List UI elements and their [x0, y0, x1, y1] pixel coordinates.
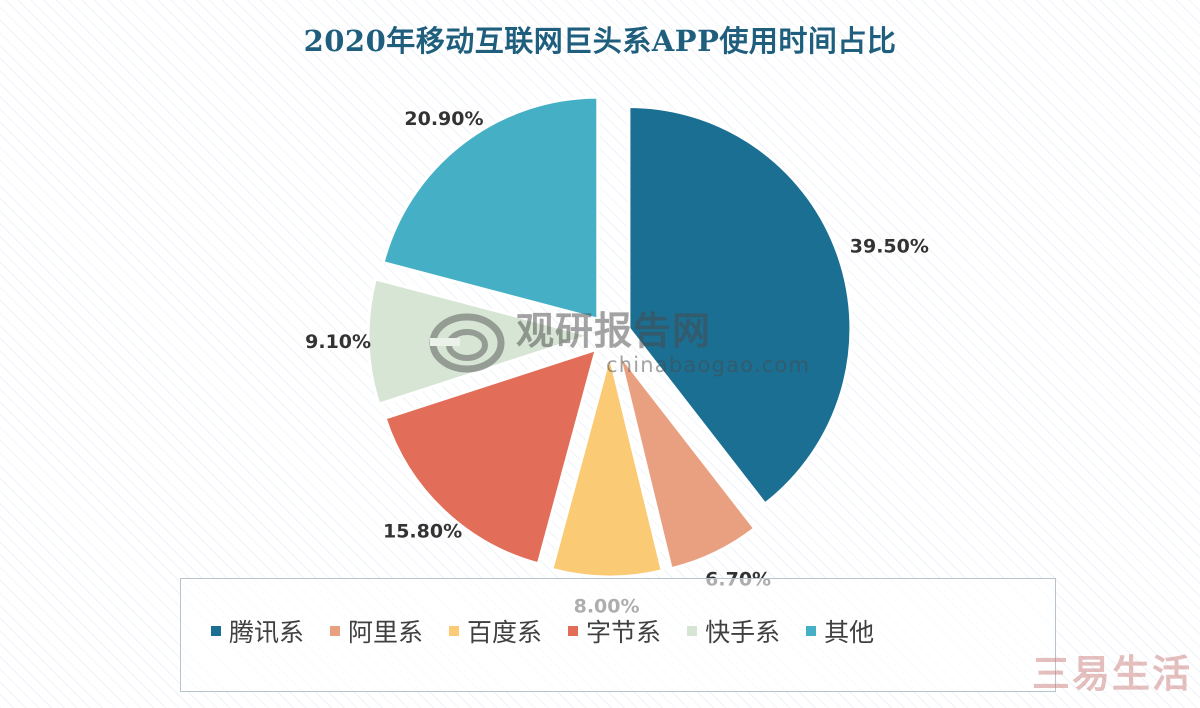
watermark: 观研报告网 chinabaogao.com [428, 308, 810, 378]
legend-label: 百度系 [467, 618, 543, 647]
watermark-en-text: chinabaogao.com [606, 353, 811, 377]
legend-label: 快手系 [705, 618, 781, 647]
legend-label: 字节系 [586, 618, 662, 647]
legend-item-4: 字节系 [568, 613, 661, 649]
legend-item-1: 腾讯系 [211, 613, 304, 649]
pie-slice-1 [627, 105, 853, 507]
legend-item-3: 百度系 [449, 613, 542, 649]
pie-slice-2 [617, 352, 757, 571]
pie-slice-5 [366, 277, 596, 407]
legend-label: 阿里系 [348, 618, 424, 647]
legend-item-2: 阿里系 [330, 613, 423, 649]
watermark-cn-text: 观研报告网 [516, 309, 712, 353]
pie-slice-3 [550, 354, 665, 579]
slice-data-label-4: 15.80% [383, 521, 462, 543]
watermark-logo-icon [429, 313, 505, 373]
pie-slice-6 [381, 95, 600, 322]
legend-label: 腾讯系 [229, 618, 305, 647]
legend-swatch [211, 626, 221, 636]
legend-swatch [568, 626, 579, 636]
legend: 腾讯系 阿里系 百度系 字节系 快手系 其他 [180, 578, 1056, 692]
corner-watermark: 三易生活 [1031, 652, 1192, 696]
legend-swatch [806, 626, 817, 636]
pie-slice-4 [383, 347, 599, 566]
legend-item-5: 快手系 [687, 613, 780, 649]
chart-title: 2020年移动互联网巨头系APP使用时间占比 [303, 24, 897, 58]
slice-data-label-5: 9.10% [305, 331, 371, 353]
legend-swatch [687, 626, 698, 636]
legend-swatch [330, 626, 341, 636]
legend-swatch [449, 626, 460, 636]
slice-data-label-1: 39.50% [850, 235, 929, 257]
slice-data-label-6: 20.90% [404, 108, 483, 130]
legend-label: 其他 [824, 618, 875, 647]
legend-item-6: 其他 [806, 613, 874, 649]
